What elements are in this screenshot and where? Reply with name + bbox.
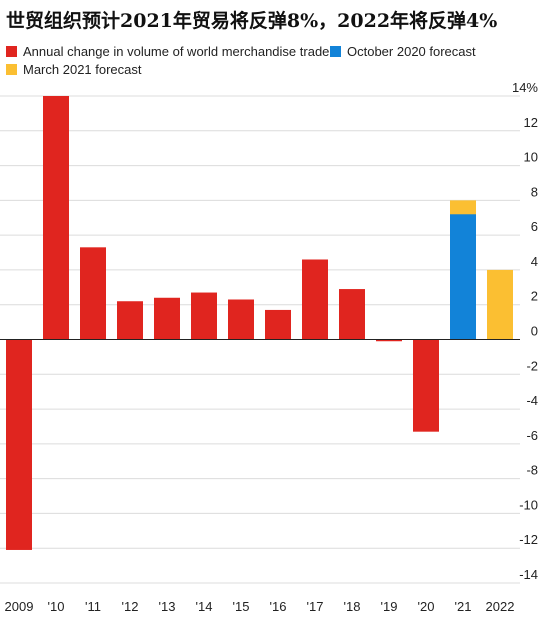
bar-15-series-0: [228, 299, 254, 340]
bar-11-series-0: [80, 247, 106, 340]
y-tick-label: -4: [526, 393, 538, 408]
bar-2009-series-0: [6, 339, 32, 550]
x-tick-label: '14: [196, 599, 213, 614]
bar-10-series-0: [43, 96, 69, 340]
legend-swatch-blue: [330, 46, 341, 57]
x-tick-label: '16: [270, 599, 287, 614]
legend-label: October 2020 forecast: [347, 44, 476, 59]
bars: [6, 96, 513, 550]
y-tick-label: 14%: [512, 80, 538, 95]
x-tick-label: '11: [85, 599, 101, 614]
x-tick-label: '15: [233, 599, 250, 614]
bar-13-series-0: [154, 297, 180, 340]
x-tick-label: '10: [48, 599, 65, 614]
bar-2022-series-2: [487, 269, 513, 340]
x-tick-label: 2022: [486, 599, 515, 614]
x-tick-label: '17: [307, 599, 324, 614]
chart-title: 世贸组织预计2021年贸易将反弹8%，2022年将反弹4%: [6, 10, 498, 32]
legend-item-annual-change: Annual change in volume of world merchan…: [6, 44, 329, 59]
y-tick-label: 0: [531, 324, 538, 339]
x-tick-label: '18: [344, 599, 361, 614]
y-tick-label: -2: [526, 358, 538, 373]
x-tick-label: '21: [455, 599, 472, 614]
y-tick-label: -12: [519, 532, 538, 547]
axes: 14% 12 10 8 6 4 2 0 -2 -4 -6 -8 -10 -12 -14 2009 '10 '11 '…: [0, 80, 538, 614]
legend-swatch-red: [6, 46, 17, 57]
y-tick-label: -6: [526, 428, 538, 443]
legend-label: Annual change in volume of world merchan…: [23, 44, 330, 59]
y-tick-label: 12: [524, 115, 538, 130]
x-tick-label: '19: [381, 599, 398, 614]
x-tick-label: '12: [122, 599, 139, 614]
y-tick-label: -14: [519, 567, 538, 582]
legend-label: March 2021 forecast: [23, 62, 142, 77]
bar-19-series-0: [376, 339, 402, 342]
y-tick-label: 2: [531, 289, 538, 304]
bar-20-series-0: [413, 339, 439, 432]
y-tick-label: -10: [519, 497, 538, 512]
y-tick-label: 4: [531, 254, 538, 269]
bar-14-series-0: [191, 292, 217, 340]
y-tick-label: 8: [531, 184, 538, 199]
y-tick-label: 10: [524, 150, 538, 165]
y-tick-label: -8: [526, 463, 538, 478]
x-tick-label: '20: [418, 599, 435, 614]
legend-swatch-yellow: [6, 64, 17, 75]
bar-21-series-1: [450, 214, 476, 340]
bar-17-series-0: [302, 259, 328, 340]
legend-item-march-2021-forecast: March 2021 forecast: [6, 62, 142, 77]
bar-12-series-0: [117, 301, 143, 340]
legend-item-october-2020-forecast: October 2020 forecast: [330, 44, 476, 59]
x-tick-label: '13: [159, 599, 176, 614]
x-tick-label: 2009: [5, 599, 34, 614]
y-tick-label: 6: [531, 219, 538, 234]
bar-18-series-0: [339, 289, 365, 340]
bar-16-series-0: [265, 309, 291, 340]
